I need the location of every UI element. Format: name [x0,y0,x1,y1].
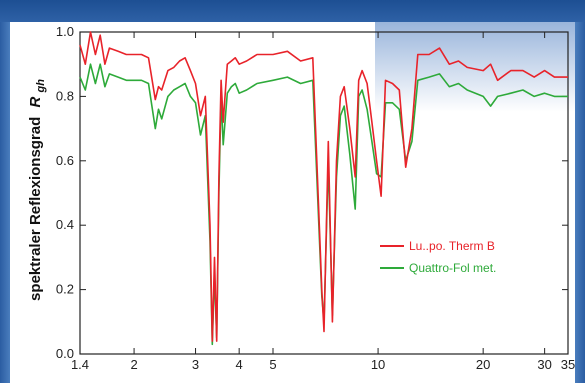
frame-left-bar [0,22,10,383]
frame-top-bar [0,0,585,22]
y-axis-title: spektraler Reflexionsgrad R gh [27,79,47,301]
series-line-quattro-fol-met- [79,63,568,346]
y-tick-label: 0.6 [56,153,74,168]
plot-frame [79,31,569,355]
x-tick-label: 3 [192,357,199,372]
x-tick-label: 30 [537,357,551,372]
x-tick-label: 1.4 [71,357,89,372]
y-tick-label: 0.0 [56,346,74,361]
decorative-shade [375,22,575,112]
legend: Lu..po. Therm B Quattro-Fol met. [380,239,496,275]
series-line-lu-po-therm-b [79,31,568,342]
y-tick-label: 0.8 [56,88,74,103]
x-tick-label: 20 [476,357,490,372]
x-tick-label: 10 [371,357,385,372]
x-tick-label: 4 [236,357,243,372]
frame-right-bar [575,22,585,383]
y-tick-label: 0.2 [56,282,74,297]
x-tick-label: 2 [130,357,137,372]
y-tick-label: 1.0 [56,24,74,39]
x-tick-label: 35 [561,357,575,372]
legend-label: Quattro-Fol met. [409,261,496,275]
legend-label: Lu..po. Therm B [409,239,495,253]
axes-layer: 0.0 0.2 0.4 0.6 0.8 1.0 1.4 2 3 4 5 10 20 30 35 [56,24,575,372]
series-layer [79,31,568,346]
y-tick-label: 0.4 [56,217,74,232]
x-tick-label: 5 [269,357,276,372]
